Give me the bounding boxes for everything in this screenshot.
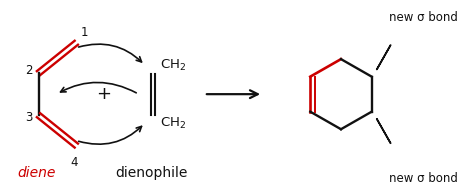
- Text: new σ bond: new σ bond: [389, 172, 458, 185]
- FancyArrowPatch shape: [377, 119, 391, 143]
- Text: 2: 2: [25, 64, 33, 77]
- FancyArrowPatch shape: [61, 82, 136, 93]
- Text: 3: 3: [26, 111, 33, 124]
- Text: 4: 4: [70, 156, 78, 169]
- Text: dienophile: dienophile: [116, 166, 188, 180]
- FancyArrowPatch shape: [377, 45, 391, 69]
- Text: CH$_2$: CH$_2$: [160, 116, 187, 131]
- FancyArrowPatch shape: [79, 44, 142, 62]
- Text: CH$_2$: CH$_2$: [160, 58, 187, 73]
- Text: 1: 1: [81, 26, 89, 39]
- Text: +: +: [96, 85, 111, 103]
- FancyArrowPatch shape: [79, 126, 142, 144]
- Text: diene: diene: [17, 166, 55, 180]
- Text: new σ bond: new σ bond: [389, 11, 458, 24]
